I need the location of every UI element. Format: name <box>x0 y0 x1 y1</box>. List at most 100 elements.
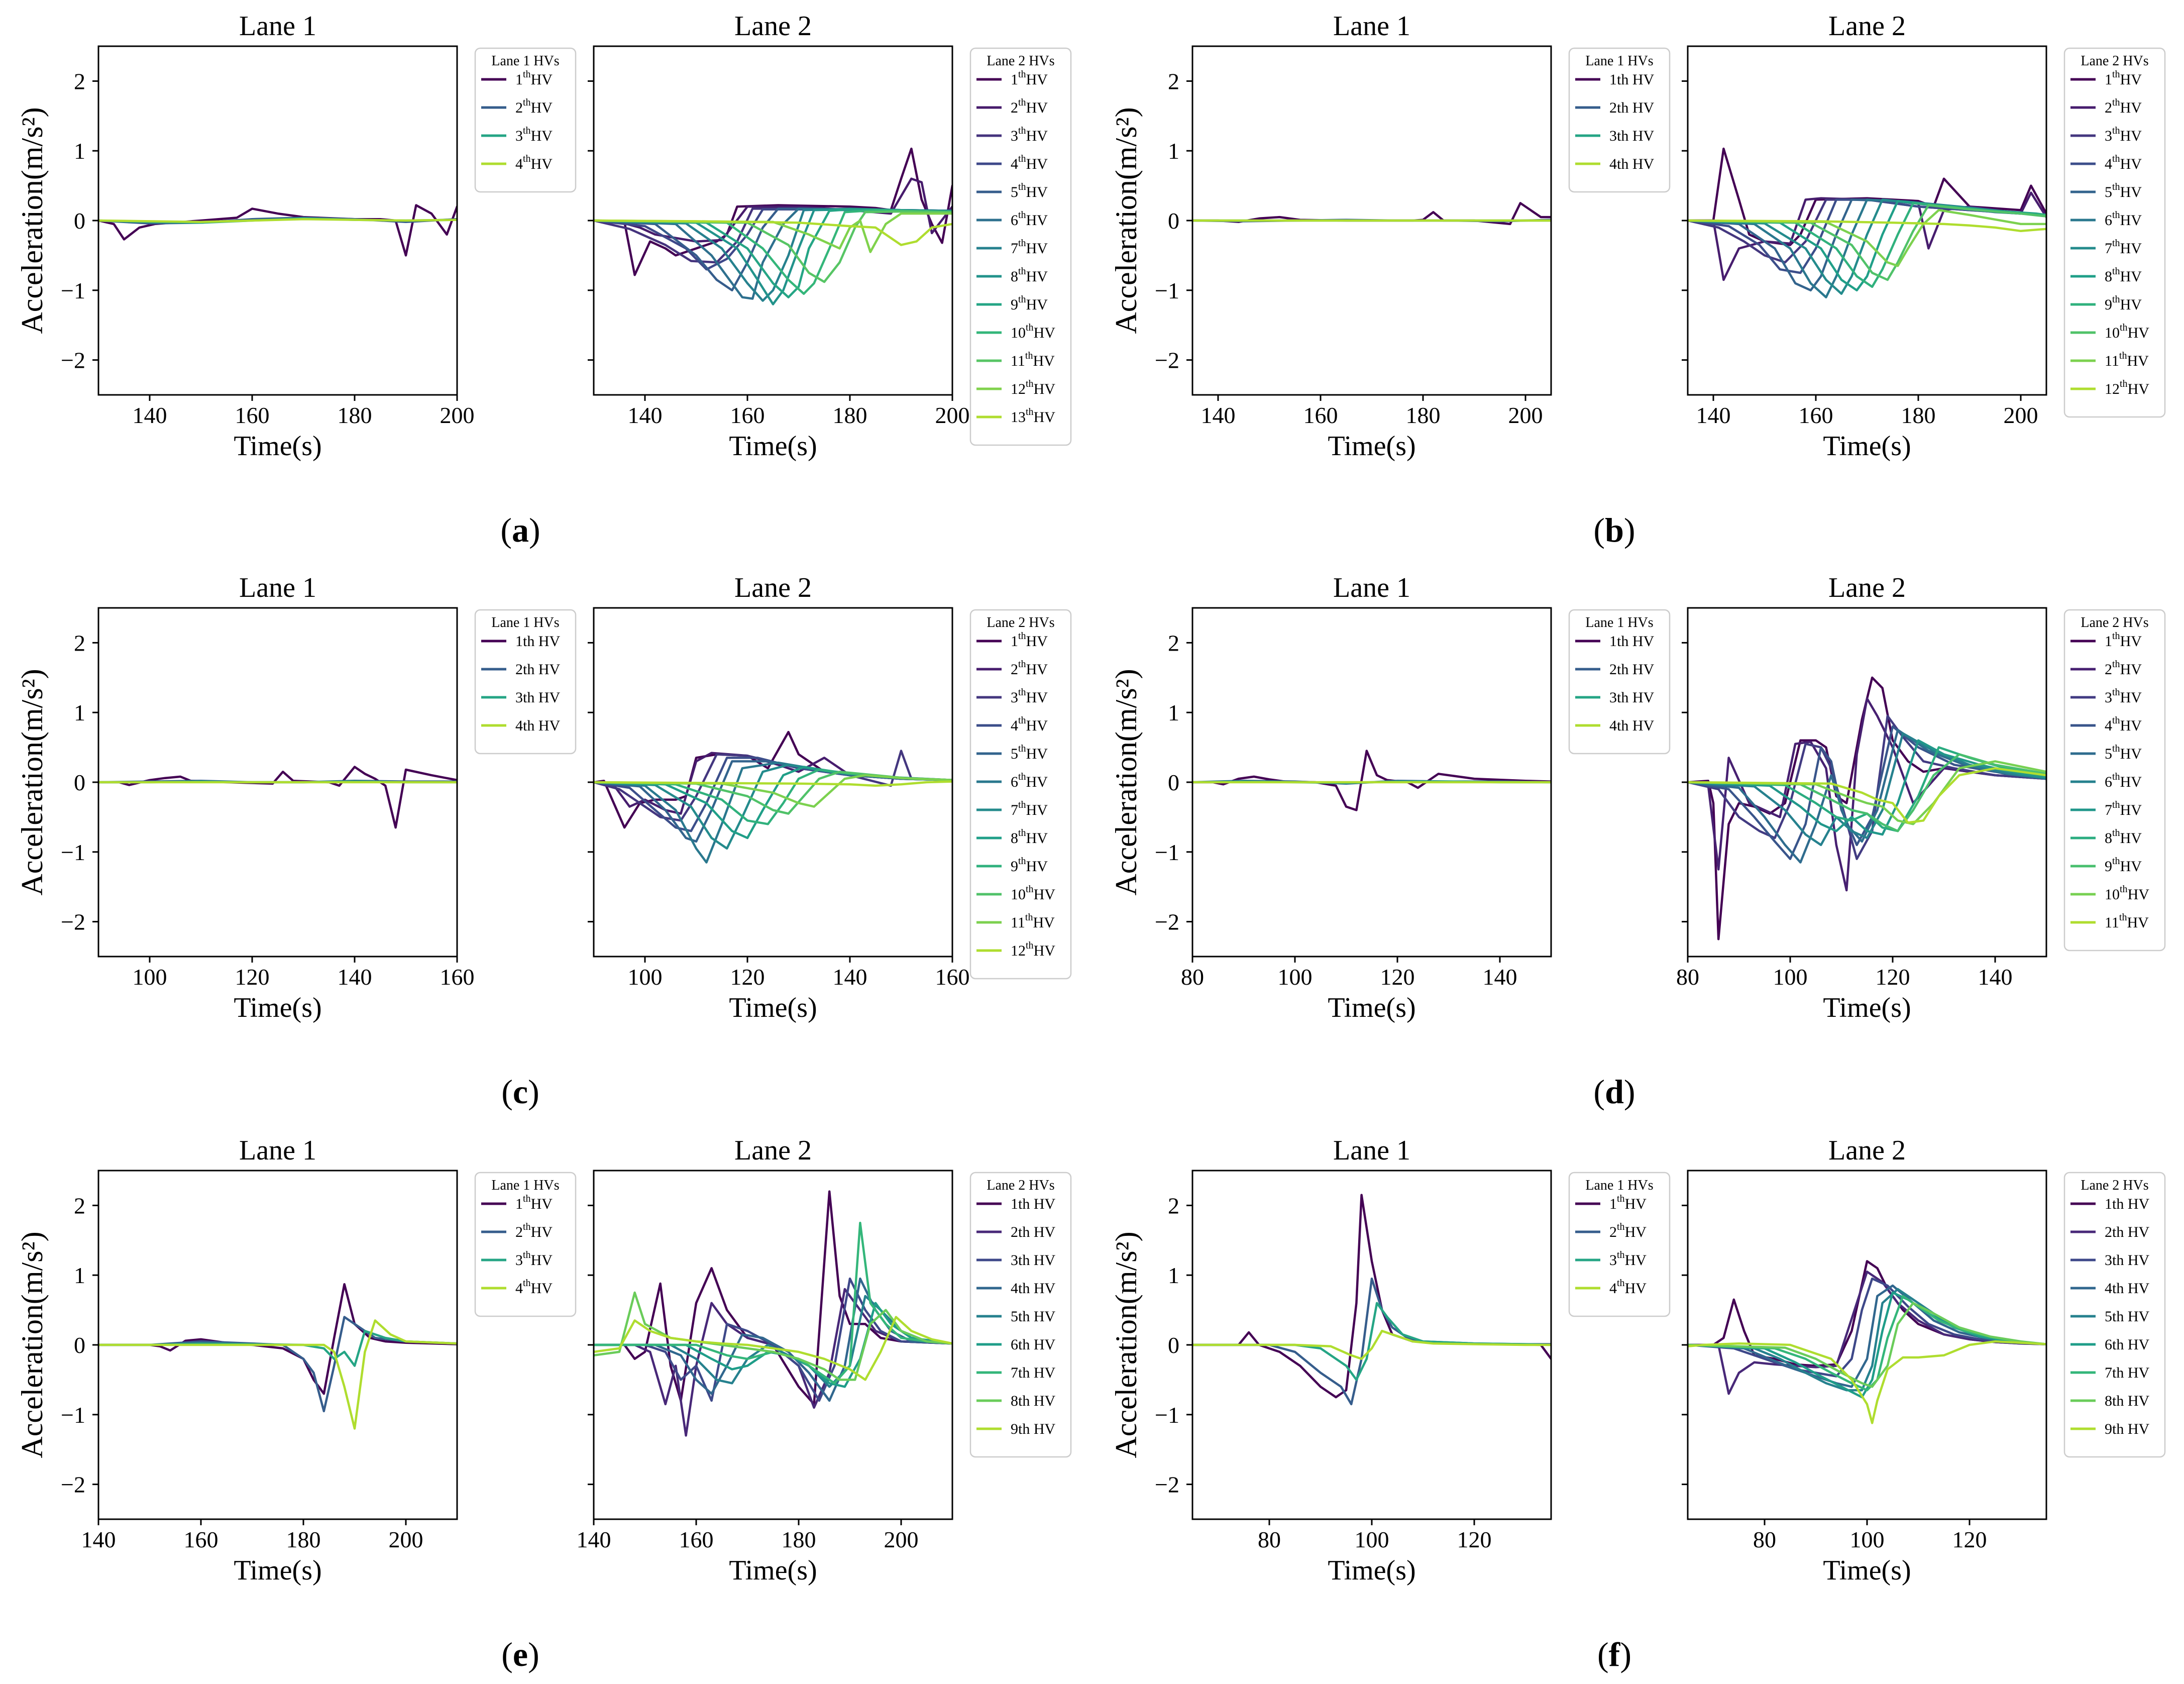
legend-item: 1th HV <box>1609 71 1655 88</box>
y-axis-label: Acceleration(m/s²) <box>16 1231 49 1458</box>
x-axis-label: Time(s) <box>729 431 817 462</box>
legend-box <box>474 1172 577 1317</box>
legend-item: 1th HV <box>2105 1196 2150 1212</box>
x-tick-label: 120 <box>730 964 765 990</box>
subplot-title: Lane 2 <box>1828 11 1906 42</box>
series-line <box>594 208 952 295</box>
x-axis-label: Time(s) <box>234 992 321 1023</box>
x-tick-label: 160 <box>679 1527 714 1552</box>
x-tick-label: 100 <box>1278 964 1313 990</box>
series-line <box>594 1291 952 1381</box>
legend-item: 3thHV <box>2105 687 2142 706</box>
y-tick-label: 1 <box>1168 138 1179 164</box>
legend-title: Lane 2 HVs <box>987 615 1054 630</box>
legend-item: 2thHV <box>515 1221 553 1240</box>
legend-item: 8thHV <box>1011 827 1048 847</box>
legend-box <box>2063 1172 2166 1458</box>
legend-item: 9thHV <box>1011 856 1048 875</box>
panel-a: 140 160 180 200 −2 −1 0 1 2 Lane 1 Time(s) 140 160 18… <box>16 11 1072 549</box>
x-tick-label: 160 <box>1303 402 1338 428</box>
legend-title: Lane 2 HVs <box>987 53 1054 69</box>
y-tick-label: −2 <box>61 909 85 935</box>
axes-frame <box>1687 1170 2047 1520</box>
x-tick-label: 120 <box>1876 964 1910 990</box>
x-tick-label: 200 <box>2004 402 2038 428</box>
plot-area <box>98 766 457 829</box>
legend-item: 3th HV <box>1609 128 1655 144</box>
x-tick-label: 180 <box>286 1527 321 1552</box>
legend-item: 4thHV <box>2105 715 2142 734</box>
legend-item: 12thHV <box>1011 940 1055 959</box>
legend-item: 3thHV <box>515 1249 553 1269</box>
legend-item: 3thHV <box>1011 125 1048 144</box>
x-tick-label: 180 <box>1901 402 1936 428</box>
panel-label: (c) <box>501 1073 539 1111</box>
legend-item: 7thHV <box>2105 799 2142 818</box>
legend-box <box>969 609 1072 980</box>
x-tick-label: 180 <box>782 1527 816 1552</box>
legend-item: 1thHV <box>1609 1193 1647 1212</box>
legend-item: 9th HV <box>2105 1421 2150 1437</box>
legend-item: 4th HV <box>1011 1280 1056 1297</box>
series-line <box>594 210 952 283</box>
x-axis-label: Time(s) <box>729 1555 817 1586</box>
legend-item: 3th HV <box>2105 1252 2150 1269</box>
series-line <box>594 1277 952 1402</box>
plot-area <box>1192 202 1551 226</box>
legend-item: 4thHV <box>1609 1278 1647 1297</box>
legend-item: 9thHV <box>2105 294 2142 313</box>
panel-d: 80 100 120 140 −2 −1 0 1 2 Lane 1 Time(s) 80 100 120 1… <box>1110 572 2166 1111</box>
subplot-title: Lane 1 <box>239 11 316 42</box>
series-line <box>1688 676 2046 940</box>
legend-item: 3thHV <box>515 125 553 144</box>
x-tick-label: 80 <box>1676 964 1699 990</box>
y-tick-label: 1 <box>1168 1262 1179 1288</box>
legend-item: 3th HV <box>1011 1252 1056 1269</box>
x-tick-label: 160 <box>730 402 765 428</box>
legend-title: Lane 2 HVs <box>2081 53 2148 69</box>
legend-box <box>1568 1172 1671 1317</box>
y-tick-label: 2 <box>1168 1193 1179 1218</box>
legend-item: 2th HV <box>515 661 561 678</box>
series-line <box>594 177 952 243</box>
y-tick-label: −2 <box>1155 909 1179 935</box>
y-tick-label: 0 <box>1168 208 1179 234</box>
y-tick-label: 0 <box>74 770 85 795</box>
legend-item: 3th HV <box>1609 689 1655 706</box>
legend-item: 3thHV <box>1609 1249 1647 1269</box>
legend-item: 12thHV <box>1011 378 1055 397</box>
x-tick-label: 140 <box>1201 402 1236 428</box>
legend-item: 5thHV <box>1011 743 1048 762</box>
series-line <box>594 1288 952 1437</box>
y-axis-label: Acceleration(m/s²) <box>1110 1231 1143 1458</box>
x-tick-label: 160 <box>440 964 475 990</box>
legend-item: 7th HV <box>1011 1364 1056 1381</box>
panel-label: (a) <box>500 511 540 549</box>
series-line <box>1688 1291 2046 1399</box>
subplot-title: Lane 1 <box>1333 1135 1410 1166</box>
x-tick-label: 160 <box>235 402 270 428</box>
plot-area <box>1192 750 1551 811</box>
series-line <box>98 204 457 257</box>
legend-item: 6th HV <box>1011 1336 1056 1353</box>
legend-item: 10thHV <box>1011 322 1055 341</box>
legend-item: 13thHV <box>1011 406 1055 426</box>
series-line <box>1688 1302 2046 1388</box>
series-line <box>594 774 952 808</box>
panel-label: (d) <box>1593 1073 1635 1111</box>
legend-item: 3thHV <box>2105 125 2142 144</box>
legend-item: 2th HV <box>1011 1224 1056 1240</box>
y-tick-label: −1 <box>61 1402 85 1428</box>
legend-item: 2thHV <box>1011 659 1048 678</box>
legend-item: 1th HV <box>1609 633 1655 650</box>
legend-item: 6thHV <box>1011 209 1048 229</box>
legend-item: 6thHV <box>1011 771 1048 790</box>
series-line <box>98 1283 457 1395</box>
legend-item: 10thHV <box>2105 884 2149 903</box>
legend-box <box>969 1172 1072 1458</box>
x-tick-label: 140 <box>628 402 663 428</box>
panel-label: (f) <box>1597 1635 1631 1673</box>
panel-e: 140 160 180 200 −2 −1 0 1 2 Lane 1 Time(s) 140 160 18… <box>16 1135 1072 1673</box>
panel-c: 100 120 140 160 −2 −1 0 1 2 Lane 1 Time(s) 100 120 14… <box>16 572 1072 1111</box>
